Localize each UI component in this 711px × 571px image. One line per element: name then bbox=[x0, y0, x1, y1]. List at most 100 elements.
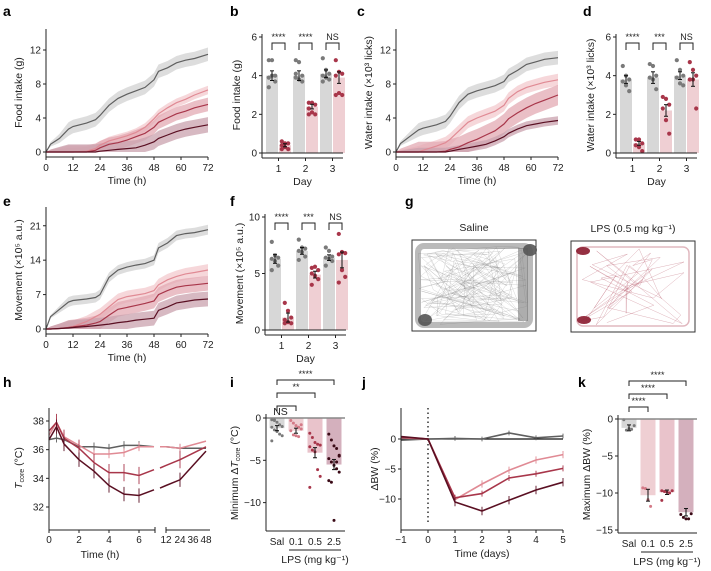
y-tick-label: 0 bbox=[251, 149, 257, 160]
x-tick-label: 2 bbox=[303, 164, 309, 175]
y-axis-label: Water intake (×10³ licks) bbox=[363, 36, 375, 149]
y-tick-label: −10 bbox=[244, 498, 261, 509]
bar-saline-day1 bbox=[620, 79, 632, 153]
sem-band-lps-0-5 bbox=[46, 97, 208, 152]
y-tick-label: 0 bbox=[385, 148, 391, 159]
series-line-lps-0-1-late bbox=[160, 440, 207, 449]
x-tick-label: 2 bbox=[306, 341, 312, 352]
significance-label: NS bbox=[273, 406, 288, 418]
data-point bbox=[647, 61, 652, 67]
x-tick-label: 0 bbox=[393, 163, 399, 174]
data-point bbox=[282, 300, 287, 305]
data-point bbox=[343, 251, 348, 256]
y-tick-label: 4 bbox=[251, 71, 257, 82]
data-point bbox=[343, 274, 348, 279]
significance-label: *** bbox=[303, 212, 314, 222]
data-point bbox=[280, 434, 284, 438]
panel-label-b: b bbox=[230, 3, 239, 19]
significance-bracket bbox=[625, 42, 640, 50]
x-axis-label: Time (days) bbox=[454, 548, 509, 560]
data-point bbox=[670, 489, 674, 493]
data-point bbox=[289, 321, 294, 326]
y-tick-label: 7 bbox=[35, 290, 41, 301]
x-axis-label: LPS (mg kg⁻¹) bbox=[633, 556, 700, 568]
data-point bbox=[269, 256, 274, 261]
y-axis-label: Water intake (×10³ licks) bbox=[585, 38, 597, 151]
y-axis-label: Food intake (g) bbox=[13, 57, 25, 128]
x-axis-label: Day bbox=[293, 176, 312, 188]
significance-label: **** bbox=[650, 370, 665, 380]
x-tick-label: 12 bbox=[160, 535, 172, 546]
x-axis-label: Time (h) bbox=[108, 175, 147, 187]
dwell-hotspot bbox=[577, 316, 591, 324]
y-tick-label: 4 bbox=[35, 114, 41, 125]
x-axis-label: Time (h) bbox=[458, 175, 497, 187]
significance-bracket bbox=[325, 42, 340, 50]
data-point bbox=[337, 470, 341, 474]
data-point bbox=[303, 254, 308, 259]
data-point bbox=[333, 58, 338, 63]
x-tick-label: 0.5 bbox=[660, 539, 674, 550]
y-tick-label: 6 bbox=[605, 33, 611, 44]
significance-label: **** bbox=[641, 383, 656, 393]
series-line-lps-2-5 bbox=[396, 119, 559, 153]
data-point bbox=[293, 75, 298, 80]
data-point bbox=[269, 58, 275, 63]
data-point bbox=[286, 141, 291, 146]
panel-label-k: k bbox=[578, 374, 586, 390]
data-point bbox=[337, 454, 341, 458]
data-point bbox=[310, 448, 314, 452]
bar-saline-day3 bbox=[320, 73, 332, 153]
x-tick-label: 60 bbox=[175, 163, 187, 174]
data-point bbox=[329, 438, 333, 442]
data-point bbox=[323, 255, 328, 260]
data-point bbox=[269, 268, 274, 273]
wall-activity bbox=[415, 243, 533, 328]
data-point bbox=[294, 434, 298, 438]
dwell-hotspot bbox=[576, 247, 590, 255]
significance-label: ** bbox=[292, 382, 300, 392]
y-label-main: Minimum Δ bbox=[229, 468, 241, 521]
x-tick-label: 0 bbox=[46, 535, 52, 546]
sem-band-saline bbox=[396, 50, 558, 152]
data-point bbox=[327, 479, 331, 483]
wall-activity bbox=[576, 246, 690, 327]
data-point bbox=[633, 143, 638, 148]
data-point bbox=[289, 315, 294, 320]
y-tick-label: 8 bbox=[385, 80, 391, 91]
data-point bbox=[339, 268, 345, 273]
data-point bbox=[627, 77, 632, 82]
y-label-main: T bbox=[13, 481, 25, 489]
data-point bbox=[310, 435, 314, 439]
bar-2.5 bbox=[326, 418, 342, 465]
data-point bbox=[329, 480, 333, 484]
data-point bbox=[340, 71, 345, 76]
x-tick-label: 0.1 bbox=[289, 537, 303, 548]
y-tick-label: 38 bbox=[33, 417, 45, 428]
sem-band-lps-2-5 bbox=[46, 291, 208, 329]
x-tick-label: 3 bbox=[330, 164, 336, 175]
significance-label: **** bbox=[298, 369, 313, 379]
data-point bbox=[327, 77, 332, 82]
y-tick-label: 0 bbox=[605, 149, 611, 160]
significance-bracket bbox=[276, 392, 316, 398]
x-axis-label: Time (h) bbox=[81, 549, 120, 561]
dwell-hotspot bbox=[418, 314, 432, 326]
x-tick-label: 24 bbox=[174, 535, 186, 546]
data-point bbox=[266, 58, 271, 63]
bar-saline-day3 bbox=[674, 75, 686, 153]
y-label-sub: core bbox=[235, 447, 242, 461]
data-point bbox=[293, 58, 298, 63]
data-point bbox=[694, 73, 699, 78]
panel-g: Saline LPS (0.5 mg kg⁻¹) bbox=[411, 222, 696, 333]
data-point bbox=[282, 317, 287, 322]
y-tick-label: 0 bbox=[35, 325, 41, 336]
data-point bbox=[312, 264, 318, 269]
data-point bbox=[674, 58, 679, 63]
data-point bbox=[294, 424, 298, 428]
y-tick-label: −5 bbox=[250, 456, 262, 467]
